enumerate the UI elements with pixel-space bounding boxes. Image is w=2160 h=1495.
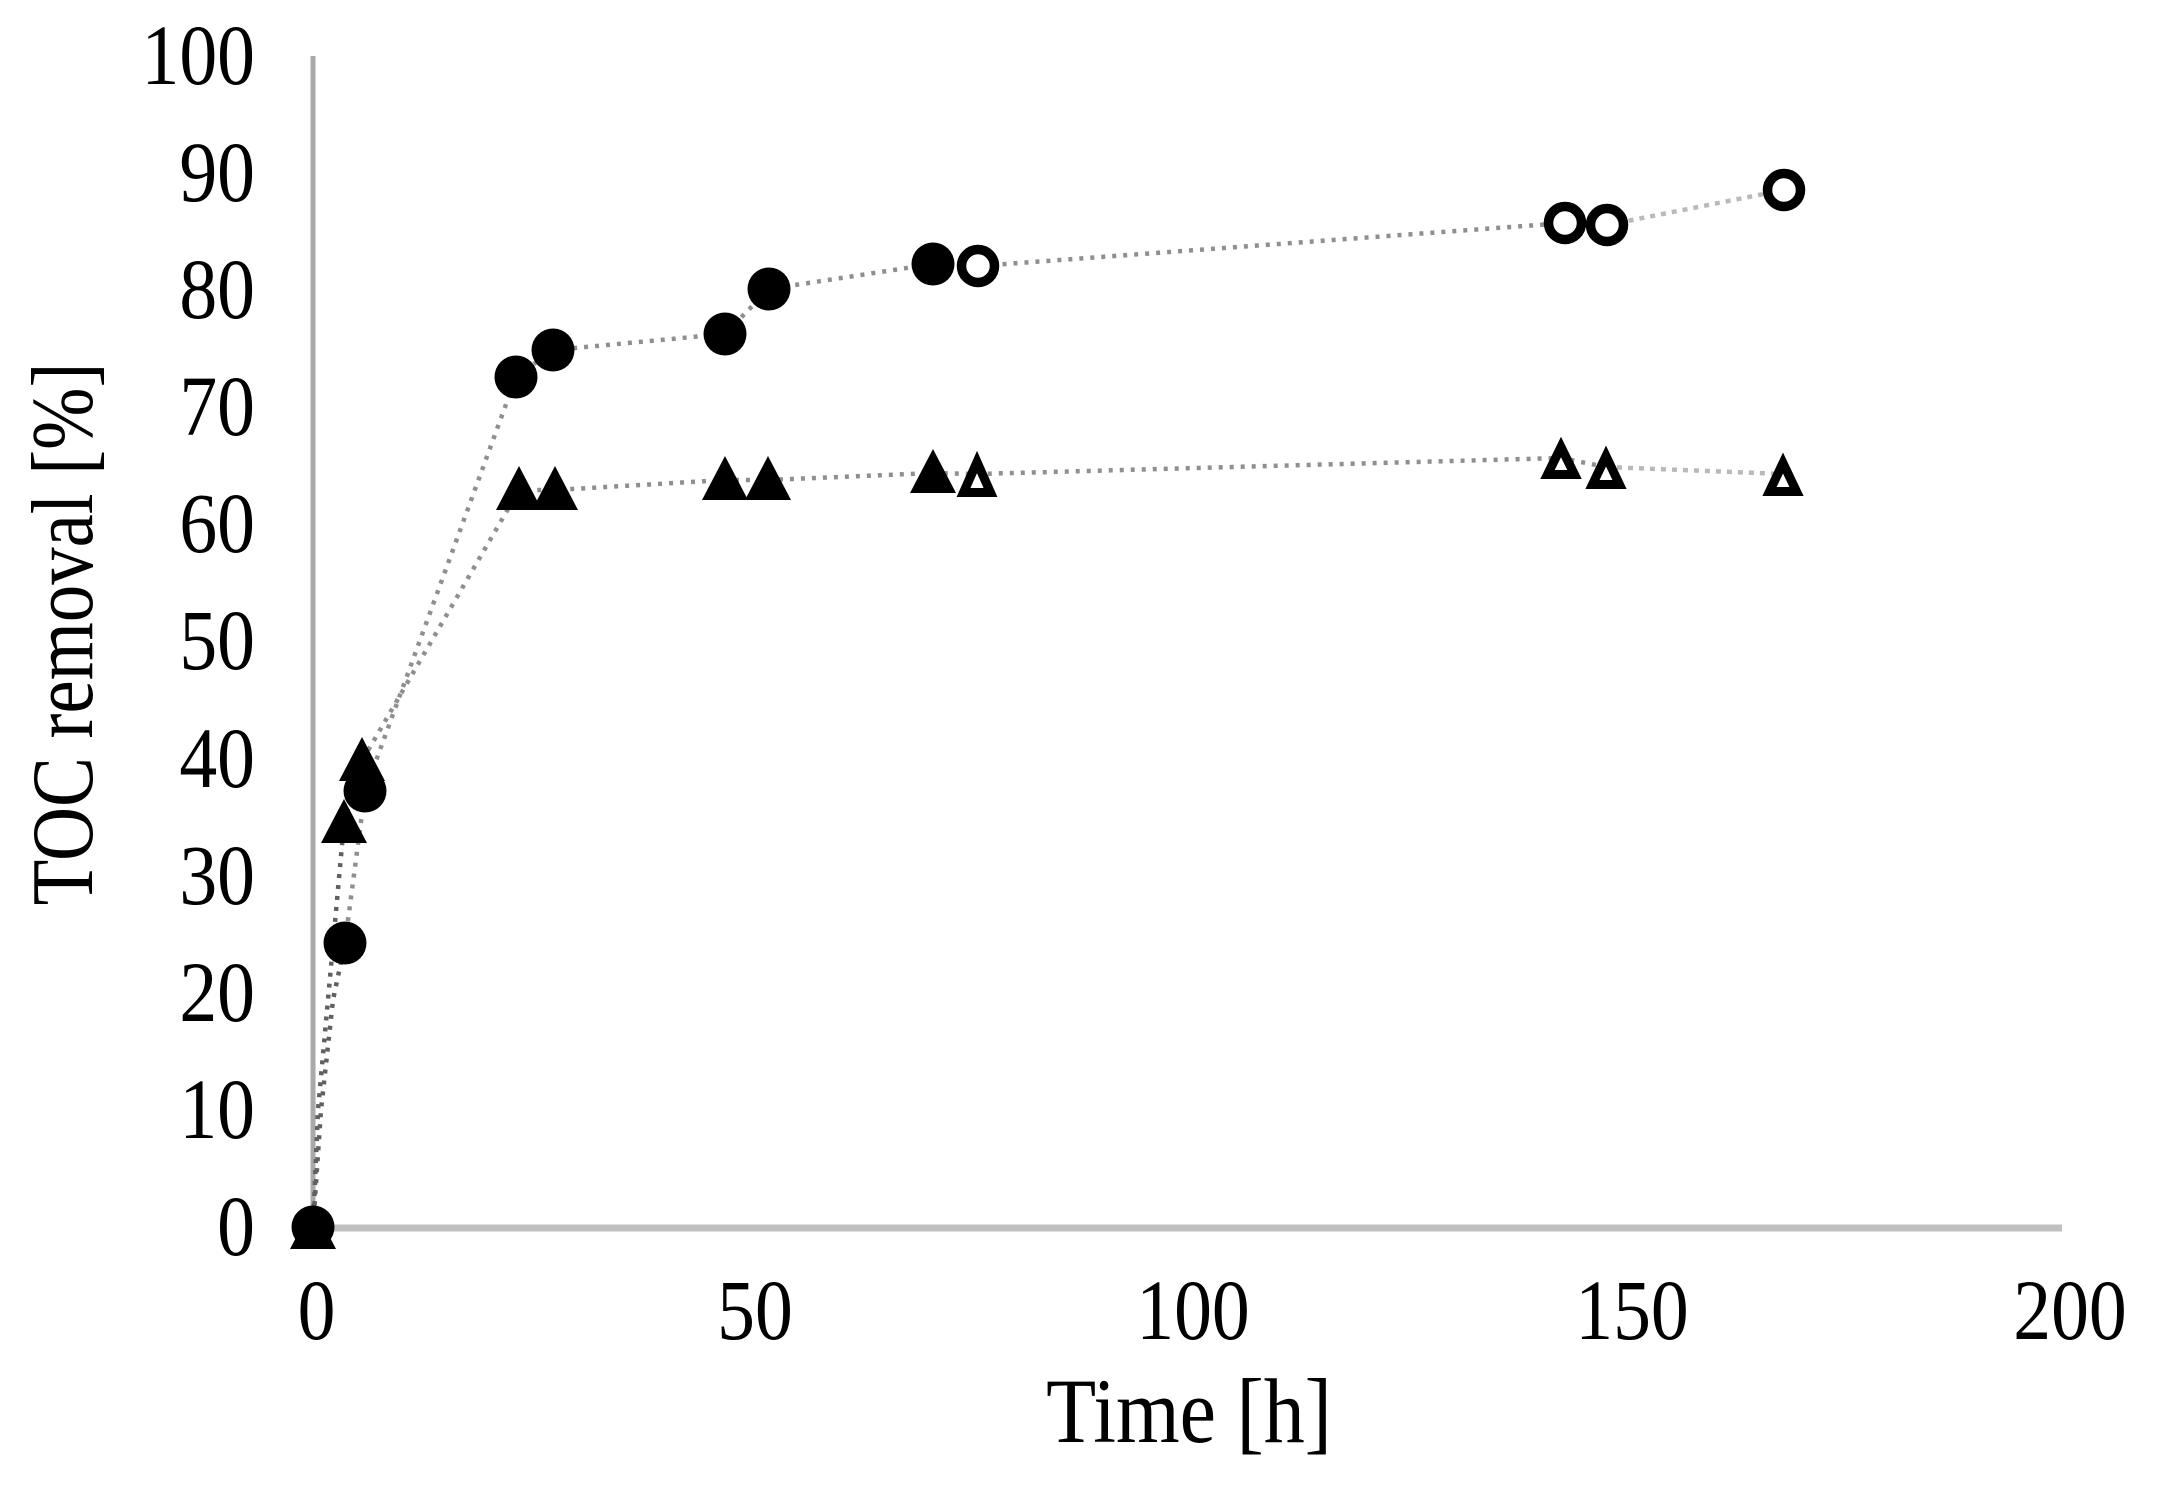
svg-text:70: 70 bbox=[179, 359, 255, 455]
svg-text:100: 100 bbox=[141, 8, 255, 104]
svg-text:90: 90 bbox=[179, 125, 255, 221]
svg-text:150: 150 bbox=[1575, 1263, 1689, 1359]
svg-text:40: 40 bbox=[179, 711, 255, 807]
svg-text:20: 20 bbox=[179, 945, 255, 1041]
svg-text:50: 50 bbox=[179, 593, 255, 689]
svg-text:200: 200 bbox=[2013, 1263, 2127, 1359]
svg-text:TOC removal [%]: TOC removal [%] bbox=[13, 363, 111, 906]
svg-text:0: 0 bbox=[298, 1263, 336, 1359]
svg-text:10: 10 bbox=[179, 1062, 255, 1158]
svg-text:60: 60 bbox=[179, 476, 255, 572]
svg-text:0: 0 bbox=[217, 1179, 255, 1275]
svg-text:30: 30 bbox=[179, 828, 255, 924]
svg-text:100: 100 bbox=[1136, 1263, 1250, 1359]
svg-text:Time [h]: Time [h] bbox=[1046, 1360, 1332, 1462]
svg-text:50: 50 bbox=[717, 1263, 793, 1359]
svg-text:80: 80 bbox=[179, 242, 255, 338]
